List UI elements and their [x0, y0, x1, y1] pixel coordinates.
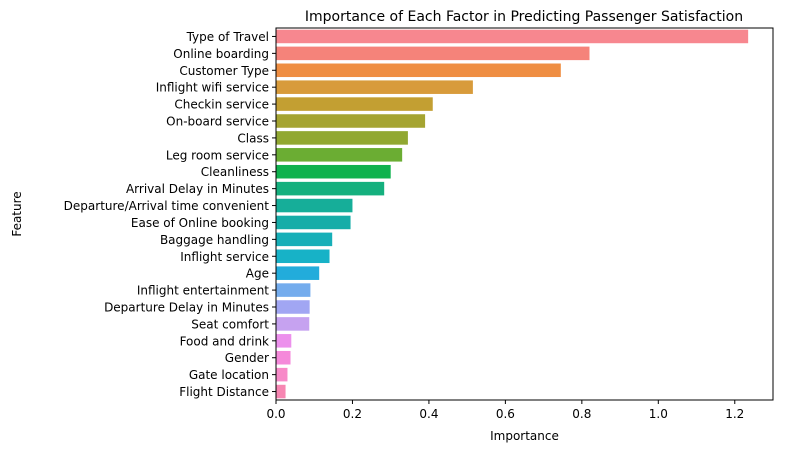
bar-departure-delay-in-minutes: [276, 300, 310, 314]
category-label: Type of Travel: [186, 30, 269, 44]
x-tick-label: 0.4: [419, 407, 438, 421]
category-label: Inflight service: [180, 250, 269, 264]
y-axis-label: Feature: [10, 191, 24, 236]
category-label: Gender: [225, 351, 269, 365]
bar-age: [276, 266, 320, 280]
category-label: Baggage handling: [160, 233, 269, 247]
bar-baggage-handling: [276, 232, 333, 247]
bar-inflight-entertainment: [276, 283, 311, 297]
category-label: Gate location: [189, 368, 269, 382]
bar-leg-room-service: [276, 148, 403, 162]
bar-inflight-wifi-service: [276, 80, 473, 94]
category-label: Food and drink: [180, 334, 269, 348]
bar-ease-of-online-booking: [276, 215, 351, 230]
x-tick-label: 0.0: [266, 407, 285, 421]
category-label: Online boarding: [173, 47, 269, 61]
bar-on-board-service: [276, 114, 426, 128]
bar-food-and-drink: [276, 334, 292, 348]
bar-gender: [276, 350, 291, 365]
bar-class: [276, 131, 408, 145]
category-label: Cleanliness: [201, 165, 269, 179]
category-label: Flight Distance: [179, 385, 269, 399]
category-label: Seat comfort: [191, 317, 269, 331]
category-label: Class: [237, 131, 269, 145]
x-tick-label: 1.0: [649, 407, 668, 421]
category-labels: Type of Travel Online boarding Customer Ty…: [64, 30, 276, 399]
category-label: Inflight wifi service: [156, 81, 269, 95]
x-tick-label: 1.2: [725, 407, 744, 421]
bar-checkin-service: [276, 97, 433, 111]
bar-online-boarding: [276, 46, 590, 61]
bars-group: [276, 29, 749, 399]
category-label: Customer Type: [179, 64, 269, 78]
x-axis-label: Importance: [490, 429, 559, 443]
bar-gate-location: [276, 367, 288, 382]
bar-departure-arrival-time-convenient: [276, 198, 353, 213]
category-label: Arrival Delay in Minutes: [126, 182, 269, 196]
category-label: On-board service: [166, 115, 269, 129]
bar-seat-comfort: [276, 317, 310, 331]
plot-frame: [275, 27, 774, 401]
category-label: Departure Delay in Minutes: [104, 301, 269, 315]
bar-customer-type: [276, 63, 561, 78]
category-label: Departure/Arrival time convenient: [64, 199, 270, 213]
x-tick-label: 0.8: [572, 407, 591, 421]
category-label: Leg room service: [166, 148, 269, 162]
category-label: Inflight entertainment: [137, 284, 269, 298]
x-tick-label: 0.6: [496, 407, 515, 421]
bar-arrival-delay-in-minutes: [276, 181, 385, 196]
bar-flight-distance: [276, 384, 286, 399]
category-label: Ease of Online booking: [131, 216, 269, 230]
category-label: Age: [246, 267, 269, 281]
bar-cleanliness: [276, 164, 391, 179]
x-axis-ticks: 0.0 0.2 0.4 0.6 0.8 1.0 1.2: [266, 400, 744, 421]
category-label: Checkin service: [174, 98, 269, 112]
bar-inflight-service: [276, 249, 330, 264]
x-tick-label: 0.2: [343, 407, 362, 421]
bar-type-of-travel: [276, 29, 749, 44]
chart-title: Importance of Each Factor in Predicting …: [305, 9, 743, 25]
